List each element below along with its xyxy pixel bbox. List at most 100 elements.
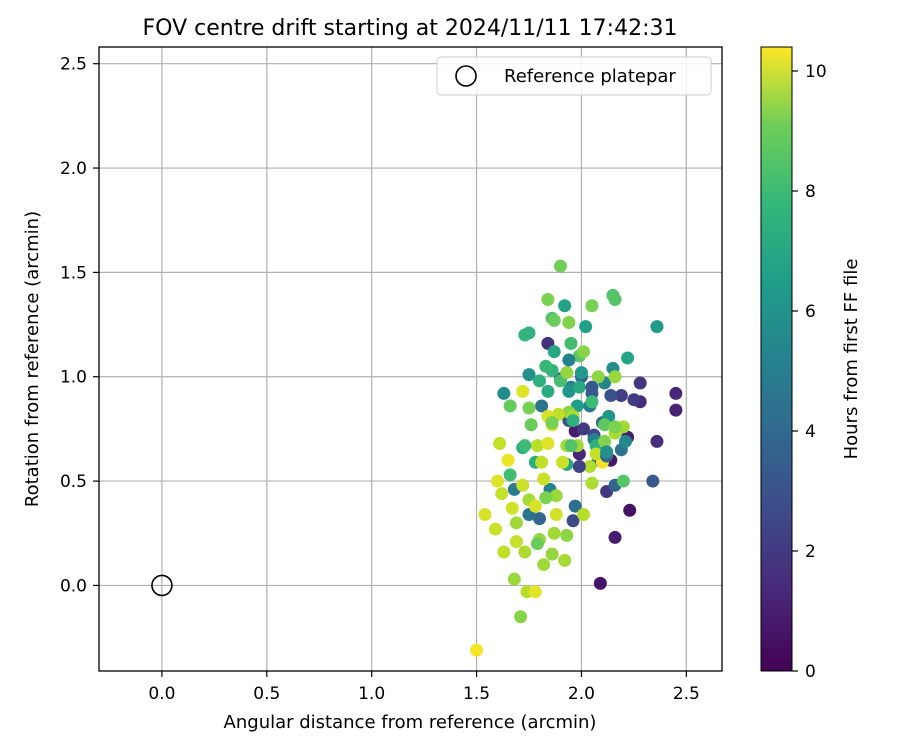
x-axis-ticks: 0.0 0.5 1.0 1.5 2.0 2.5 [148,671,700,704]
scatter-point [564,439,578,453]
scatter-point [545,416,559,430]
scatter-point [598,434,612,448]
scatter-point [539,359,553,373]
scatter-point [560,366,574,380]
scatter-point [535,399,549,413]
scatter-point [516,384,530,398]
scatter-point [478,507,492,521]
scatter-point [509,516,523,530]
y-tick-label: 1.5 [60,263,87,283]
scatter-point [535,455,549,469]
scatter-point [549,489,563,503]
y-tick-label: 2.0 [60,159,87,179]
scatter-point [533,374,547,388]
scatter-point [541,384,555,398]
scatter-point [495,487,509,501]
colorbar-tick-label: 4 [805,422,816,442]
x-tick-label: 2.0 [568,684,595,704]
scatter-point [516,478,530,492]
scatter-point [537,472,551,486]
scatter-point [524,418,538,432]
scatter-point [558,553,572,567]
scatter-point [501,453,515,467]
scatter-point [528,499,542,513]
y-tick-label: 2.5 [60,55,87,75]
scatter-point [577,422,591,436]
scatter-point [585,395,599,409]
scatter-point [518,545,532,559]
scatter-point [562,353,576,367]
scatter-point [623,503,637,517]
scatter-point [509,535,523,549]
y-tick-label: 1.0 [60,368,87,388]
scatter-point [497,386,511,400]
y-tick-label: 0.0 [60,576,87,596]
scatter-point [598,418,612,432]
scatter-point [650,434,664,448]
colorbar-tick-label: 8 [805,182,816,202]
scatter-point [562,384,576,398]
scatter-point [522,326,536,340]
plot-frame [98,46,723,672]
scatter-point [604,389,618,403]
scatter-points [470,259,683,657]
colorbar-tick-label: 10 [805,62,827,82]
x-axis-label: Angular distance from reference (arcmin) [224,712,597,733]
scatter-point [585,380,599,394]
colorbar: 0 2 4 6 8 10 Hours from first FF file [760,46,862,682]
scatter-point [574,366,588,380]
scatter-point [505,501,519,515]
x-tick-label: 2.5 [673,684,700,704]
scatter-point [619,434,633,448]
scatter-point [470,643,484,657]
y-axis-ticks: 0.0 0.5 1.0 1.5 2.0 2.5 [60,55,99,596]
scatter-point [562,315,576,329]
scatter-point [556,455,570,469]
legend: Reference platepar [436,56,712,96]
scatter-point [547,313,561,327]
scatter-point [558,299,572,313]
scatter-point [539,491,553,505]
reference-platepar-marker [151,574,173,597]
colorbar-label: Hours from first FF file [841,259,862,460]
scatter-point [585,476,599,490]
scatter-point [627,393,641,407]
scatter-point [633,376,647,390]
x-tick-label: 1.5 [463,684,490,704]
colorbar-ticks: 0 2 4 6 8 10 [792,62,827,682]
scatter-point [568,499,582,513]
scatter-point [614,389,628,403]
scatter-point [577,507,591,521]
scatter-point [646,474,660,488]
scatter-point [591,370,605,384]
x-tick-label: 0.0 [148,684,175,704]
scatter-point [497,545,511,559]
x-tick-label: 1.0 [358,684,385,704]
scatter-point [522,401,536,415]
scatter-point [547,526,561,540]
scatter-point [541,293,555,307]
scatter-point [650,320,664,334]
scatter-point [608,293,622,307]
scatter-point [522,368,536,382]
scatter-point [585,299,599,313]
scatter-point [545,547,559,561]
scatter-point [537,558,551,572]
y-axis-label: Rotation from reference (arcmin) [22,211,43,507]
scatter-point [608,530,622,544]
scatter-point [564,336,578,350]
scatter-point [507,572,521,586]
colorbar-tick-label: 0 [805,662,816,682]
scatter-point [514,610,528,624]
scatter-point [553,259,567,273]
scatter-point [589,447,603,461]
scatter-point [493,437,507,451]
scatter-point [621,351,635,365]
colorbar-tick-label: 6 [805,302,816,322]
scatter-point [669,403,683,417]
scatter-point [541,437,555,451]
scatter-point [518,439,532,453]
scatter-point [533,512,547,526]
scatter-point [566,414,580,428]
